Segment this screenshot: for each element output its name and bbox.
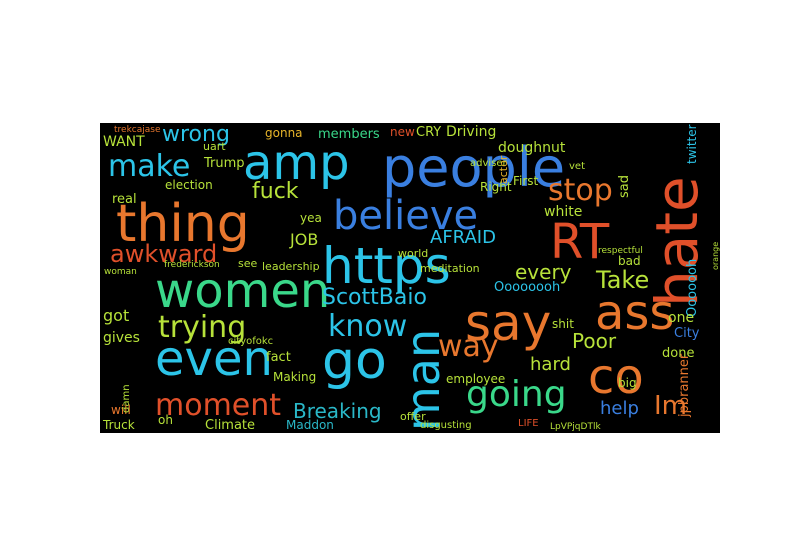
word-see: see [238,257,258,270]
word-moment: moment [155,388,282,423]
word-hard: hard [530,354,571,375]
word-oooooooh: Oooooooh [494,280,561,295]
word-stop: stop [548,173,613,208]
word-awkward: awkward [110,240,218,268]
word-im: Im [654,391,687,421]
word-poor: Poor [572,329,617,353]
word-yea: yea [300,211,322,225]
word-go: go [322,331,387,391]
word-afraid: AFRAID [430,227,496,248]
word-breaking: Breaking [293,399,382,423]
word-every: every [515,260,572,284]
word-cloud: people hate amp thing believe RT https women say… [100,123,720,433]
word-co: co [588,349,644,405]
word-first: First [513,174,539,188]
word-new: new [390,125,415,139]
word-oh: oh [158,413,173,427]
word-make: make [108,149,191,184]
word-women: women [155,263,331,319]
word-twitter: twitter [685,124,699,164]
word-truck: Truck [103,418,135,432]
word-real: real [112,192,137,207]
word-uart: uart [203,140,226,153]
word-sad: sad [617,175,632,198]
word-amp: amp [243,135,350,191]
word-jpbranner: jpbranner [677,353,692,417]
word-one: one [668,310,695,326]
word-bad: bad [618,254,641,268]
word-way: way [438,329,499,364]
word-done: done [662,346,695,361]
word-take: Take [596,266,650,294]
word-members: members [318,127,380,142]
word-woman: woman [104,267,137,277]
word-gives: gives [103,330,140,346]
word-got: got [103,306,130,325]
word-adviser: adviser [470,158,507,169]
word-shit: shit [552,317,574,331]
word-fuck: fuck [252,179,299,204]
word-scottbaio: ScottBaio [322,285,427,310]
word-city: City [674,326,700,341]
word-thing: thing [116,194,250,254]
word-rt: RT [550,214,610,270]
word-right: Right [480,180,512,194]
word-going: going [466,374,567,415]
word-gonna: gonna [265,126,303,140]
word-maddon: Maddon [286,418,334,432]
word-doughnut: doughnut [498,140,566,156]
word-life: LIFE [518,418,539,429]
word-wrong: wrong [162,123,230,147]
word-will: will [111,403,131,417]
word-fact: fact [266,350,291,365]
word-respectful: respectful [598,246,643,256]
word-believe: believe [333,193,479,239]
word-meditation: meditation [420,262,480,275]
word-know: know [328,309,408,344]
word-people: people [382,136,566,199]
word-lpvpjqdtlk: LpVPjqDTlk [550,422,601,432]
word-want: WANT [103,134,145,150]
word-employee: employee [446,372,506,386]
word-disgusting: disgusting [420,420,472,431]
word-frederickson: frederickson [164,260,220,270]
word-making: Making [273,370,317,384]
word-https: https [322,237,451,295]
word-ass: ass [595,285,675,341]
word-trying: trying [158,310,247,345]
word-damn: damn [121,384,132,413]
word-actor: actor [497,155,510,184]
word-world: world [398,247,429,260]
word-white: white [544,204,583,220]
word-ooooooh: Ooooooh [685,258,700,317]
word-cityofokc: cityofokc [228,336,274,347]
word-trekcajase: trekcajase [114,125,161,135]
word-job: JOB [290,230,319,249]
word-trump: Trump [204,156,245,171]
word-vet: vet [569,161,585,172]
word-cry: CRY [416,125,442,140]
word-big: big [618,376,637,390]
word-climate: Climate [205,418,256,433]
word-leadership: leadership [262,260,320,273]
word-driving: Driving [446,124,497,140]
word-help: help [600,398,639,419]
word-even: even [155,331,273,387]
word-offer: offer [400,410,426,423]
word-say: say [465,294,552,352]
word-orange: orange [711,241,720,270]
word-election: election [165,178,213,192]
